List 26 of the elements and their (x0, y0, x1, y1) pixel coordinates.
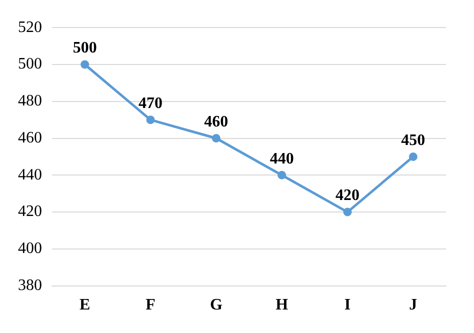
x-tick-label: H (276, 296, 289, 314)
point (408, 152, 418, 161)
data-label: 470 (138, 94, 162, 112)
point (80, 60, 90, 69)
y-tick-label: 400 (18, 240, 42, 258)
data-label: 500 (72, 40, 97, 57)
x-tick-label: J (409, 296, 418, 314)
point (278, 170, 286, 180)
y-tick-label: 500 (18, 56, 42, 73)
data-label: 420 (336, 187, 360, 204)
x-tick-label: F (146, 296, 156, 314)
x-tick-label: I (344, 296, 351, 314)
data-label: 450 (401, 132, 426, 149)
y-tick-label: 480 (18, 92, 42, 110)
point (343, 208, 352, 216)
point (212, 134, 220, 143)
point (146, 116, 155, 124)
data-label: 460 (204, 113, 228, 130)
y-tick-label: 420 (18, 203, 42, 220)
x-tick-label: G (210, 296, 223, 314)
data-label: 440 (270, 150, 294, 168)
y-tick-label: 460 (18, 129, 42, 146)
y-tick-label: 520 (18, 18, 42, 36)
y-tick-label: 440 (18, 166, 42, 184)
y-tick-label: 380 (18, 277, 42, 294)
x-tick-label: E (79, 296, 90, 314)
